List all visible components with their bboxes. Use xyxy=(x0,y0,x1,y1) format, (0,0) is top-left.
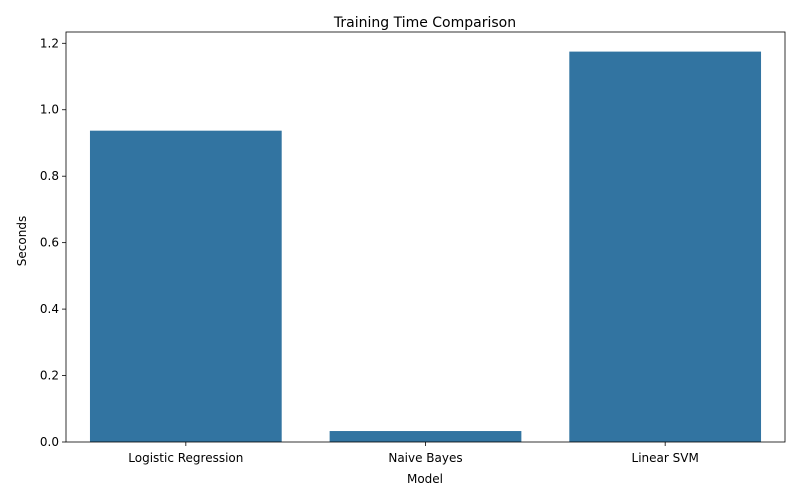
x-tick-label: Naive Bayes xyxy=(388,451,462,465)
x-axis-ticks: Logistic Regression Naive Bayes Linear SVM xyxy=(128,442,699,465)
y-tick-label: 0.2 xyxy=(40,369,59,383)
y-tick-label: 1.0 xyxy=(40,103,59,117)
bar-naive-bayes xyxy=(329,431,522,442)
y-axis-ticks: 0.0 0.2 0.4 0.6 0.8 1.0 1.2 xyxy=(40,36,66,449)
x-tick-label: Logistic Regression xyxy=(128,451,243,465)
bar-logistic-regression xyxy=(89,130,282,443)
bars-group xyxy=(89,51,762,443)
y-tick-label: 0.4 xyxy=(40,302,59,316)
y-tick-label: 0.0 xyxy=(40,435,59,449)
y-tick-label: 0.8 xyxy=(40,169,59,183)
chart-title: Training Time Comparison xyxy=(333,15,516,31)
y-axis-title: Seconds xyxy=(15,216,29,266)
x-tick-label: Linear SVM xyxy=(632,451,699,465)
x-axis-title: Model xyxy=(407,472,443,486)
axes-frame xyxy=(65,31,786,443)
y-tick-label: 0.6 xyxy=(40,236,59,250)
y-tick-label: 1.2 xyxy=(40,36,59,50)
bar-linear-svm xyxy=(569,51,762,443)
